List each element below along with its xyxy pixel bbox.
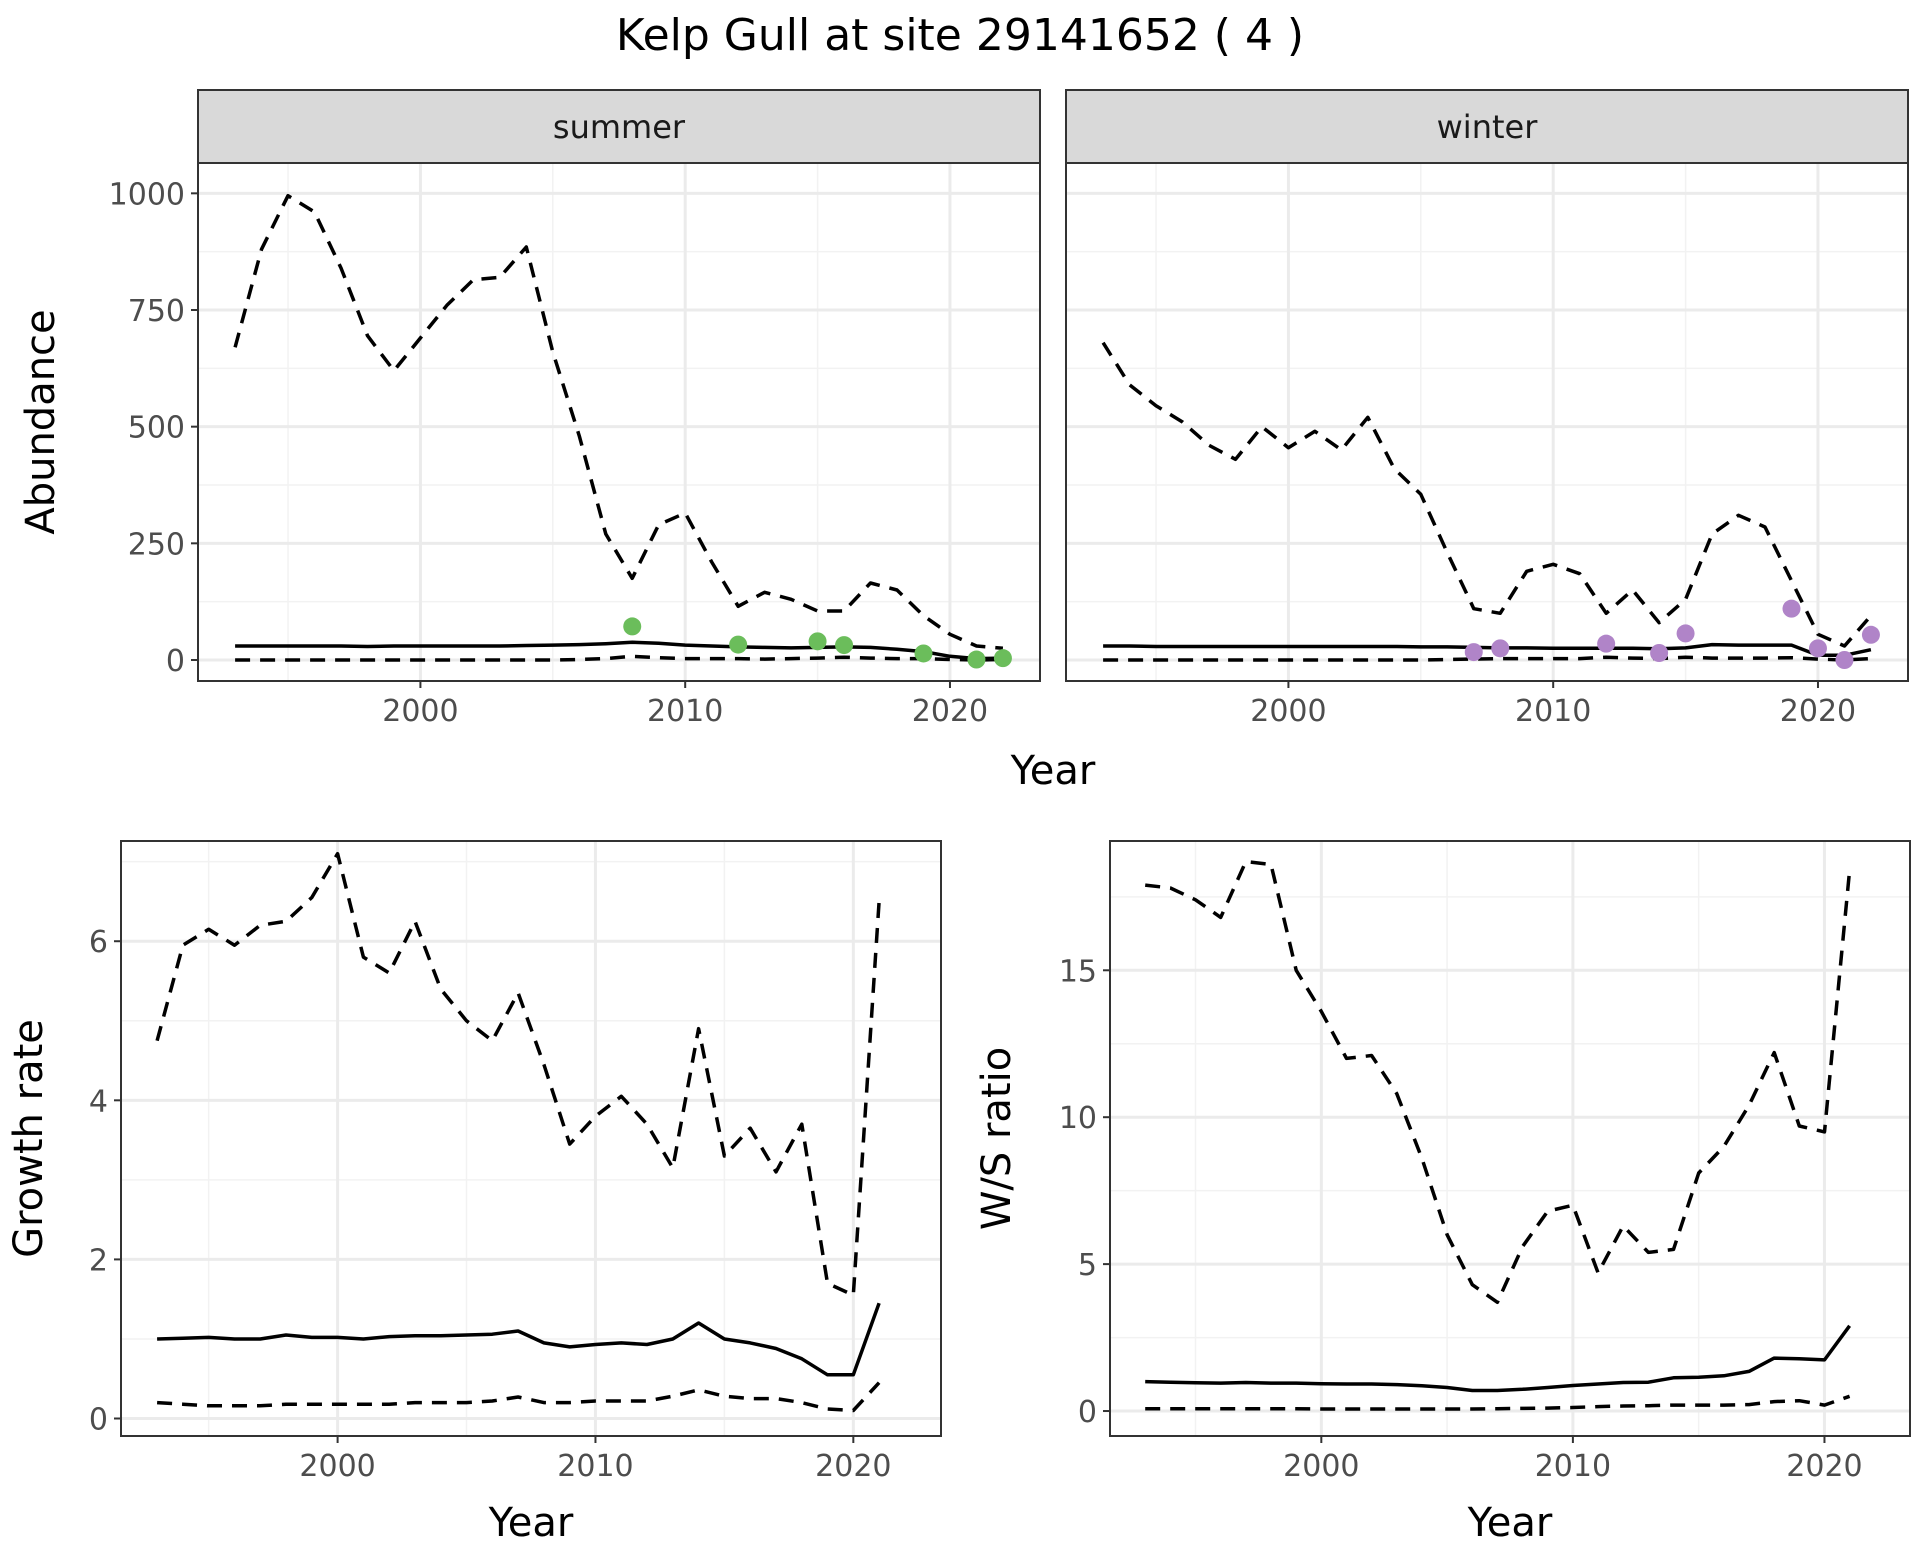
- observed-count-point: [1861, 625, 1880, 644]
- observed-count-point: [1597, 634, 1616, 653]
- facet-strip: [197, 89, 1041, 164]
- observed-count-point: [914, 644, 933, 663]
- x-axis-title: Year: [1467, 1500, 1553, 1546]
- y-tick-label: 0: [89, 1403, 108, 1438]
- x-tick-label: 2020: [1780, 694, 1856, 729]
- y-axis-title: W/S ratio: [974, 1047, 1020, 1230]
- facet-strip-label: summer: [553, 108, 686, 146]
- y-tick-label: 4: [89, 1084, 108, 1119]
- y-tick-label: 0: [1078, 1395, 1097, 1430]
- figure-title: Kelp Gull at site 29141652 ( 4 ): [616, 10, 1304, 61]
- series-lower-bound-line: [1145, 1394, 1851, 1411]
- observed-count-point: [623, 617, 642, 636]
- y-tick-label: 500: [128, 411, 185, 446]
- panel-background: [121, 841, 941, 1436]
- x-tick-label: 2000: [1283, 1449, 1359, 1484]
- observed-count-point: [1782, 599, 1801, 618]
- y-tick-label: 1000: [109, 177, 185, 212]
- series-upper-bound-line: [1144, 859, 1852, 1305]
- x-tick-label: 2000: [1250, 694, 1326, 729]
- y-tick-label: 750: [128, 294, 185, 329]
- x-tick-label: 2000: [382, 694, 458, 729]
- facet-strip-label: winter: [1437, 108, 1539, 146]
- observed-count-point: [1491, 639, 1510, 658]
- observed-count-point: [967, 650, 986, 669]
- observed-count-point: [835, 636, 854, 655]
- facet-winter: winter 2000 2010 2020: [1065, 89, 1909, 729]
- observed-count-point: [1464, 643, 1483, 662]
- x-tick-label: 2020: [815, 1449, 891, 1484]
- facet-strip: [1065, 89, 1909, 164]
- x-axis-title: Year: [488, 1500, 574, 1546]
- observed-count-point: [729, 635, 748, 654]
- observed-count-point: [1835, 651, 1854, 669]
- y-tick-label: 6: [89, 925, 108, 960]
- series-lower-bound-line: [1103, 655, 1871, 662]
- series-lower-bound-line: [156, 1381, 881, 1413]
- panel-background: [1110, 841, 1910, 1436]
- series-estimate-line: [157, 1302, 881, 1377]
- x-tick-label: 2010: [1535, 1449, 1611, 1484]
- series-upper-bound-line: [155, 851, 881, 1297]
- series-estimate-line: [1103, 642, 1872, 658]
- series-estimate-line: [1145, 1324, 1852, 1393]
- panel-border: [1065, 162, 1909, 682]
- x-tick-label: 2000: [299, 1449, 375, 1484]
- x-tick-label: 2020: [1786, 1449, 1862, 1484]
- x-tick-label: 2020: [912, 694, 988, 729]
- y-tick-label: 10: [1059, 1101, 1097, 1136]
- y-tick-label: 250: [128, 527, 185, 562]
- panel-background: [1066, 163, 1908, 681]
- y-axis-title: Growth rate: [6, 1019, 52, 1258]
- observed-count-point: [808, 632, 827, 651]
- x-tick-label: 2010: [647, 694, 723, 729]
- observed-count-point: [1676, 624, 1695, 643]
- series-upper-bound-line: [233, 193, 1004, 651]
- y-tick-label: 0: [166, 644, 185, 679]
- series-estimate-line: [235, 640, 1003, 661]
- series-lower-bound-line: [235, 654, 1003, 662]
- y-tick-label: 2: [89, 1243, 108, 1278]
- panel-border: [120, 840, 942, 1437]
- observed-count-point: [993, 649, 1012, 668]
- x-tick-label: 2010: [557, 1449, 633, 1484]
- y-axis-title: Abundance: [18, 309, 64, 534]
- abundance-chart: summer 2000 2010 2020 0 250 500 750 1000 winter 20…: [18, 89, 1909, 794]
- observed-count-point: [1808, 639, 1827, 658]
- facet-summer: summer 2000 2010 2020 0 250 500 750 1000: [109, 89, 1041, 729]
- y-tick-label: 15: [1059, 954, 1097, 989]
- x-axis-title: Year: [1010, 748, 1096, 794]
- ratio-chart: 2000 2010 2020 0 5 10 15 Year W/S ratio: [974, 840, 1911, 1546]
- growth-chart: 2000 2010 2020 0 2 4 6 Year Growth rate: [6, 840, 942, 1546]
- observed-count-point: [1650, 644, 1669, 662]
- series-upper-bound-line: [1101, 341, 1873, 648]
- y-tick-label: 5: [1078, 1248, 1097, 1283]
- panel-border: [197, 162, 1041, 682]
- panel-border: [1109, 840, 1911, 1437]
- x-tick-label: 2010: [1515, 694, 1591, 729]
- panel-background: [198, 163, 1040, 681]
